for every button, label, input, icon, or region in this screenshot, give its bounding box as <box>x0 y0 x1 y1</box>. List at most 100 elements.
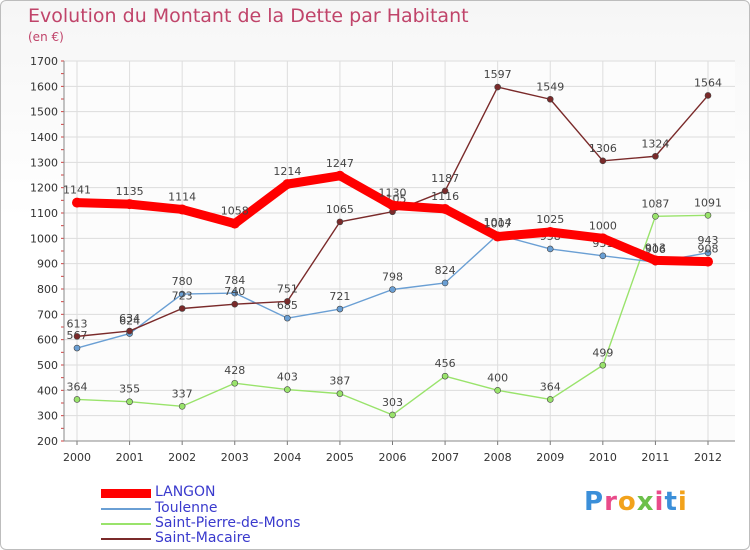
proxiti-logo: Proxiti <box>584 487 688 517</box>
data-point-saint-macaire <box>336 218 344 226</box>
y-tick-label: 1700 <box>30 55 58 68</box>
x-tick-label: 2005 <box>326 451 354 464</box>
data-point-saint-macaire <box>126 327 133 335</box>
data-label-langon: 1116 <box>431 190 459 203</box>
data-label-toulenne: 624 <box>119 315 140 328</box>
legend-swatch-toulenne <box>101 508 151 510</box>
logo-letter: i <box>677 487 688 517</box>
y-tick-label: 700 <box>37 308 58 321</box>
data-point-langon <box>282 179 293 190</box>
data-label-saint-macaire: 1549 <box>536 80 564 93</box>
data-label-saint-macaire: 1065 <box>326 203 354 216</box>
data-label-saint-pierre-de-mons: 364 <box>540 380 561 393</box>
data-label-langon: 1114 <box>168 190 196 203</box>
x-tick-label: 2001 <box>116 451 144 464</box>
data-label-toulenne: 824 <box>435 264 456 277</box>
data-point-langon <box>229 218 240 229</box>
y-tick-label: 1200 <box>30 182 58 195</box>
data-label-langon: 1025 <box>536 213 564 226</box>
data-point-toulenne <box>73 344 81 352</box>
y-tick-label: 1000 <box>30 232 58 245</box>
legend-item-toulenne: Toulenne <box>101 500 401 517</box>
y-tick-label: 400 <box>37 384 58 397</box>
data-label-saint-macaire: 723 <box>172 290 193 303</box>
data-label-saint-pierre-de-mons: 387 <box>329 375 350 388</box>
data-label-saint-pierre-de-mons: 303 <box>382 396 403 409</box>
x-tick-label: 2004 <box>273 451 301 464</box>
data-point-toulenne <box>231 289 239 297</box>
data-point-saint-macaire <box>73 333 81 340</box>
y-tick-label: 600 <box>37 334 58 347</box>
data-label-saint-macaire: 1564 <box>694 76 722 89</box>
data-point-toulenne <box>546 245 554 253</box>
data-label-saint-pierre-de-mons: 428 <box>224 364 245 377</box>
data-label-toulenne: 721 <box>329 290 350 303</box>
x-tick-label: 2008 <box>484 451 512 464</box>
data-point-toulenne <box>441 279 449 287</box>
data-label-saint-pierre-de-mons: 337 <box>172 387 193 400</box>
legend-item-saint-macaire: Saint-Macaire <box>101 530 401 547</box>
data-label-langon: 1058 <box>221 205 249 218</box>
data-point-saint-pierre-de-mons <box>284 386 291 393</box>
y-tick-label: 300 <box>37 410 58 423</box>
y-tick-label: 800 <box>37 283 58 296</box>
data-point-saint-pierre-de-mons <box>126 398 133 406</box>
data-label-toulenne: 943 <box>698 234 719 247</box>
data-label-toulenne: 780 <box>172 275 193 288</box>
x-tick-label: 2009 <box>536 451 564 464</box>
legend-label-saint-macaire: Saint-Macaire <box>155 530 251 546</box>
data-point-toulenne <box>389 286 396 293</box>
logo-letter: x <box>636 487 655 517</box>
y-tick-label: 1300 <box>30 156 58 169</box>
data-point-langon <box>72 197 82 208</box>
data-label-toulenne: 906 <box>645 243 666 256</box>
data-label-saint-pierre-de-mons: 403 <box>277 371 298 384</box>
data-point-langon <box>334 170 345 181</box>
legend-item-saint-pierre-de-mons: Saint-Pierre-de-Mons <box>101 515 401 532</box>
data-point-saint-pierre-de-mons <box>336 390 344 397</box>
data-label-langon: 908 <box>698 243 719 256</box>
data-point-langon <box>597 233 608 244</box>
data-label-langon: 1007 <box>484 218 512 231</box>
data-label-langon: 1141 <box>63 184 91 197</box>
data-point-langon <box>124 199 135 210</box>
x-tick-label: 2000 <box>63 451 91 464</box>
x-tick-label: 2012 <box>694 451 722 464</box>
x-tick-label: 2011 <box>641 451 669 464</box>
logo-letter: i <box>654 487 665 517</box>
y-tick-label: 1500 <box>30 106 58 119</box>
legend-swatch-saint-pierre-de-mons <box>101 523 151 525</box>
data-point-toulenne <box>704 249 712 257</box>
data-point-saint-pierre-de-mons <box>73 396 81 403</box>
x-tick-label: 2006 <box>379 451 407 464</box>
data-point-saint-pierre-de-mons <box>599 361 607 369</box>
data-label-toulenne: 798 <box>382 271 403 284</box>
logo-letter: t <box>664 487 678 517</box>
data-label-saint-pierre-de-mons: 456 <box>435 357 456 370</box>
data-label-saint-macaire: 1187 <box>431 172 459 185</box>
data-point-toulenne <box>284 314 291 322</box>
data-point-saint-macaire <box>546 95 554 103</box>
data-point-saint-pierre-de-mons <box>494 387 501 394</box>
data-point-saint-macaire <box>599 157 607 165</box>
data-point-saint-pierre-de-mons <box>441 372 449 380</box>
x-tick-label: 2003 <box>221 451 249 464</box>
data-label-langon: 1130 <box>379 186 407 199</box>
data-label-saint-pierre-de-mons: 1091 <box>694 196 722 209</box>
data-label-langon: 1247 <box>326 157 354 170</box>
data-label-saint-pierre-de-mons: 355 <box>119 383 140 396</box>
data-point-toulenne <box>599 252 607 260</box>
data-point-saint-pierre-de-mons <box>231 379 239 387</box>
data-point-saint-macaire <box>704 92 712 99</box>
data-label-saint-macaire: 1324 <box>641 137 669 150</box>
legend-item-langon: LANGON <box>101 484 401 501</box>
data-point-langon <box>545 227 556 237</box>
data-label-saint-macaire: 1597 <box>484 68 512 81</box>
y-tick-label: 1400 <box>30 131 58 144</box>
y-tick-label: 500 <box>37 359 58 372</box>
data-point-saint-pierre-de-mons <box>389 411 396 419</box>
y-tick-label: 200 <box>37 435 58 448</box>
data-point-saint-pierre-de-mons <box>546 396 554 403</box>
